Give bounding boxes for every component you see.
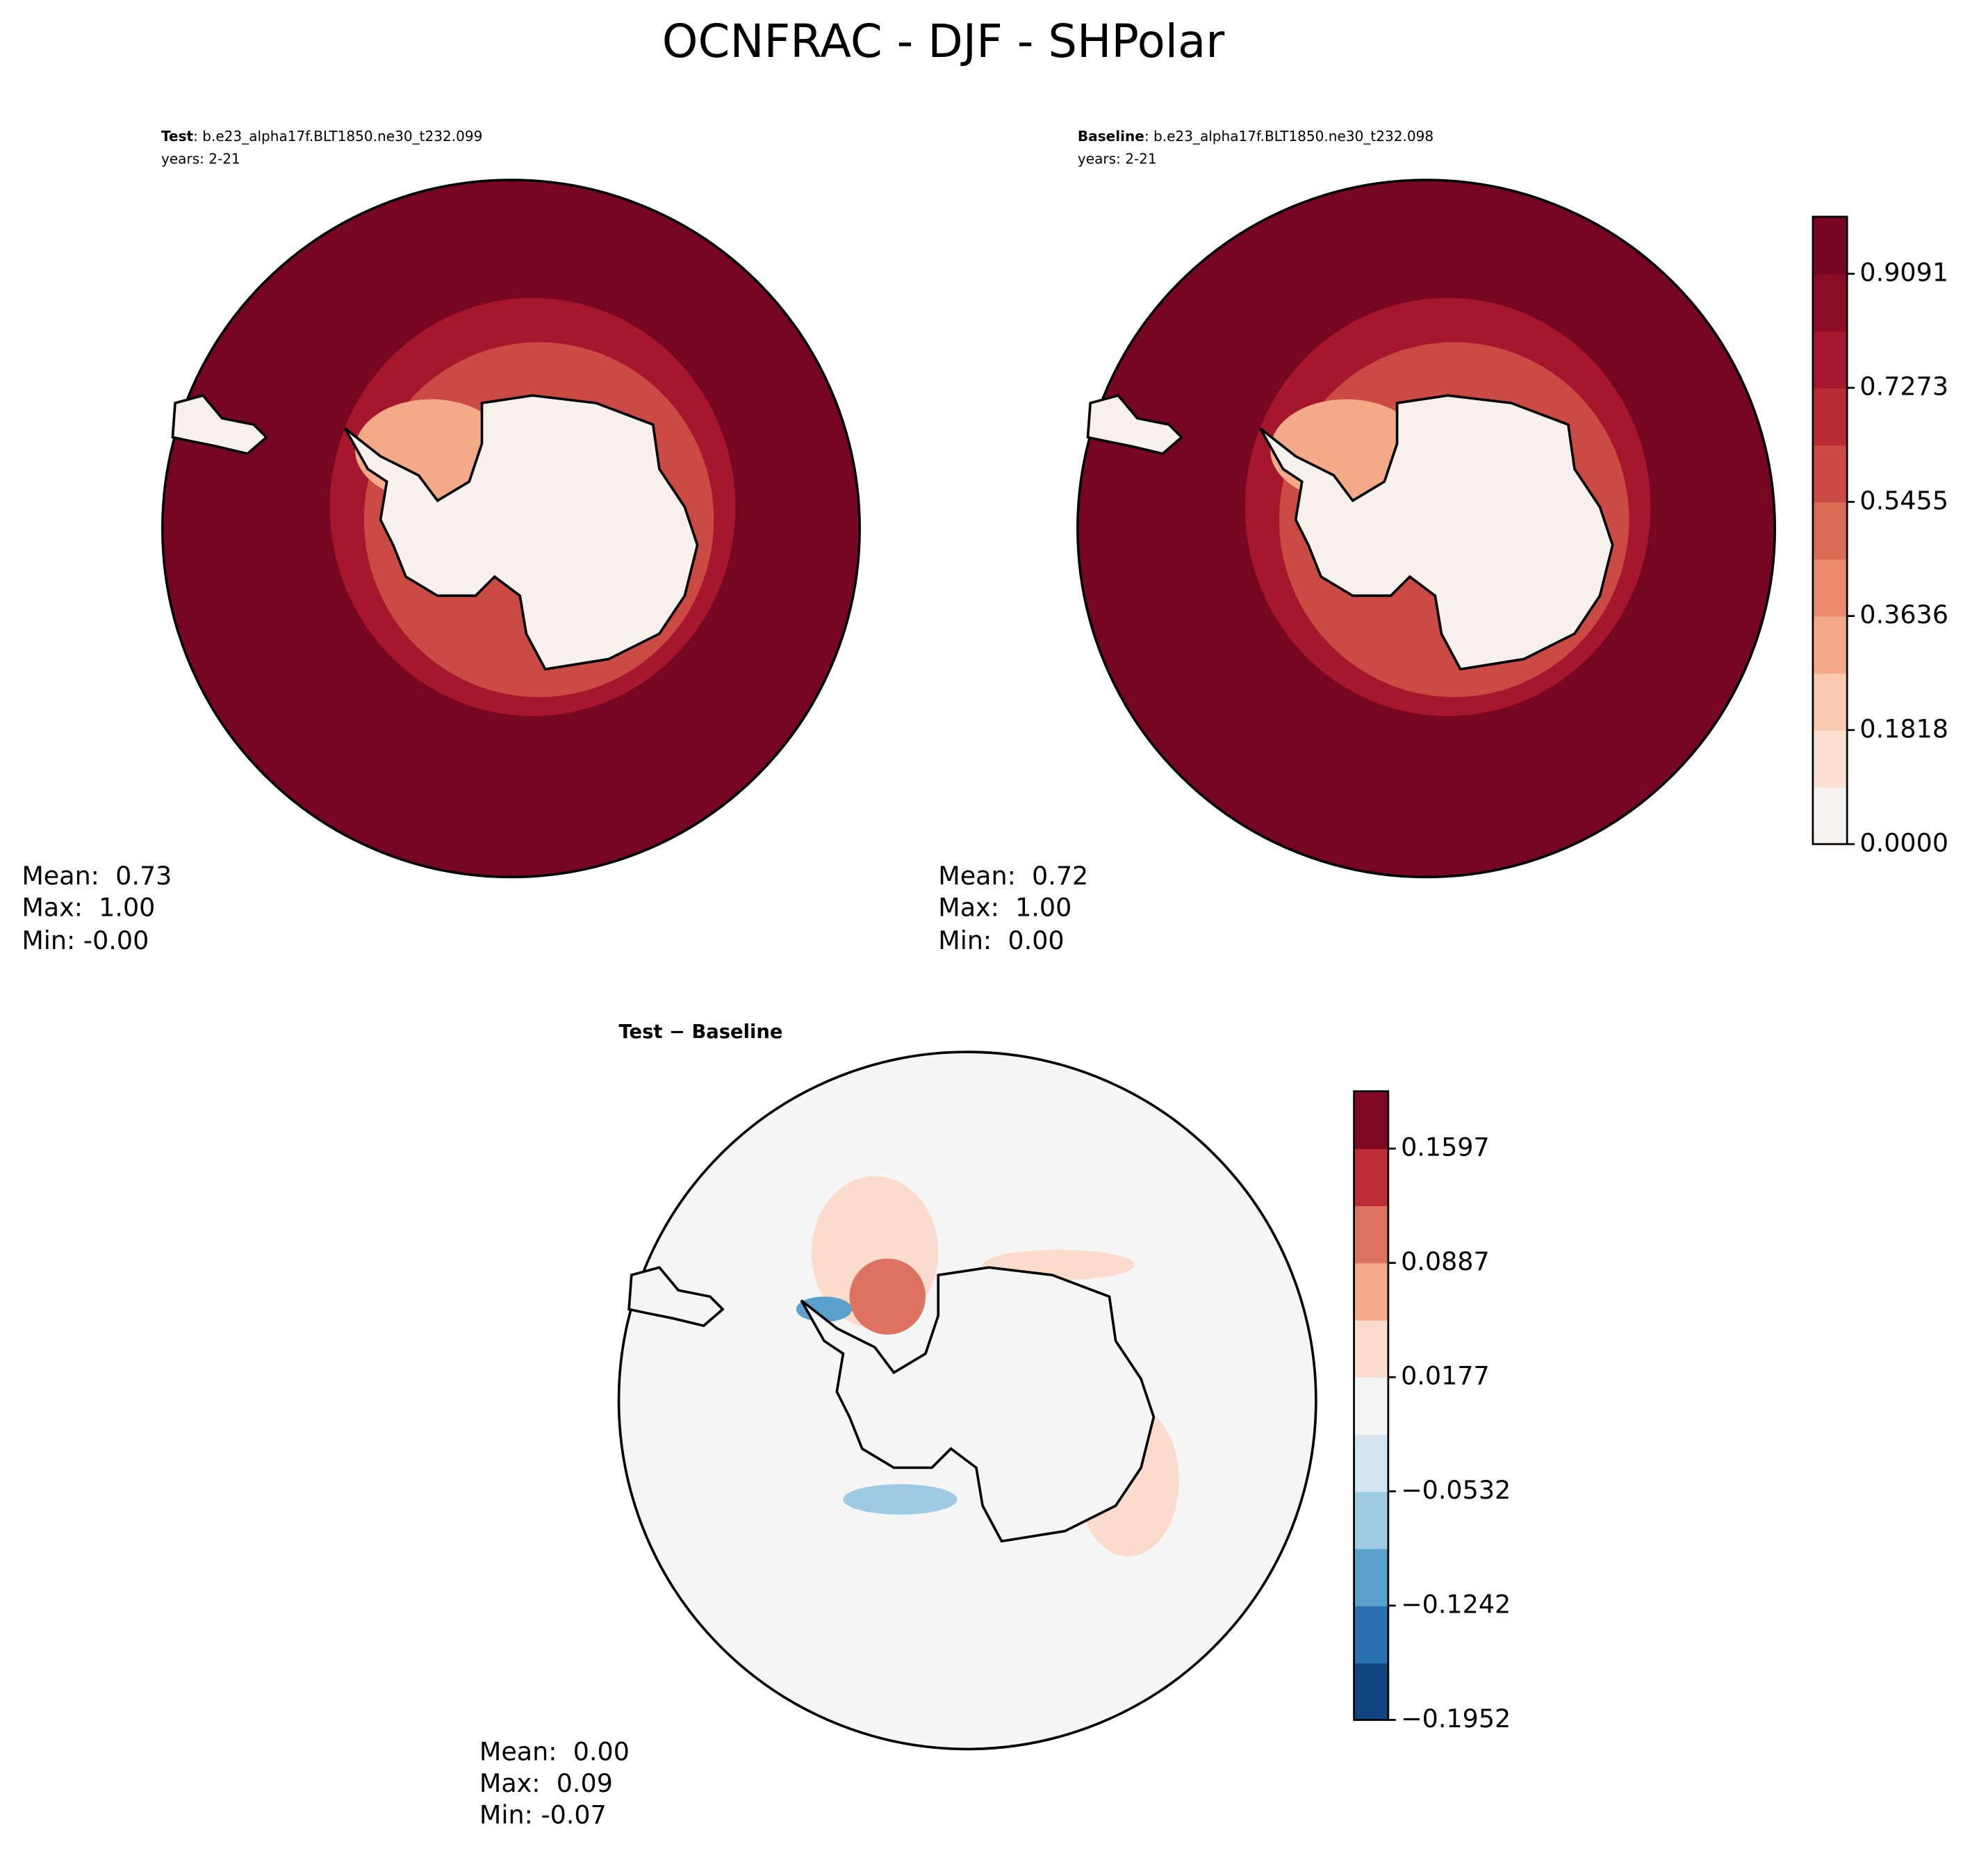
stat: Min: -0.00	[22, 925, 149, 955]
stat: Max: 1.00	[22, 892, 155, 922]
colorbar-band	[1354, 1491, 1388, 1549]
colorbar-band	[1812, 559, 1848, 617]
colorbar-tick-label: 0.7273	[1859, 372, 1948, 402]
case-name: : b.e23_alpha17f.BLT1850.ne30_t232.098	[1144, 128, 1434, 145]
colorbar-band	[1812, 502, 1848, 560]
panel-subtitle: Baseline: b.e23_alpha17f.BLT1850.ne30_t2…	[1078, 128, 1434, 145]
colorbar-band	[1354, 1148, 1388, 1207]
colorbar-band	[1354, 1262, 1388, 1321]
stat: Max: 1.00	[938, 892, 1071, 922]
colorbar-band	[1354, 1663, 1388, 1721]
colorbar-band	[1354, 1205, 1388, 1264]
panel-label: Test	[161, 128, 194, 145]
case-name: : b.e23_alpha17f.BLT1850.ne30_t232.099	[193, 128, 482, 145]
colorbar-tick-label: −0.1242	[1401, 1589, 1511, 1619]
colorbar-band	[1354, 1605, 1388, 1664]
years: years: 2-21	[161, 150, 240, 167]
map-test	[161, 179, 861, 879]
stat: Min: -0.07	[479, 1800, 607, 1830]
colorbar-tick-label: −0.0532	[1401, 1475, 1511, 1505]
colorbar-band	[1812, 730, 1848, 788]
colorbar-tick-label: 0.5455	[1859, 486, 1948, 516]
colorbar-tick-label: 0.0000	[1859, 827, 1948, 857]
colorbar-band	[1812, 616, 1848, 674]
colorbar-tick-label: 0.3636	[1859, 600, 1948, 629]
contour	[849, 1258, 926, 1335]
years: years: 2-21	[1078, 150, 1157, 167]
map-baseline	[1076, 179, 1777, 879]
colorbar-band	[1354, 1548, 1388, 1606]
contour	[843, 1484, 958, 1515]
colorbar-tick-label: −0.1952	[1401, 1704, 1511, 1733]
stat: Max: 0.09	[479, 1768, 613, 1798]
colorbar-band	[1812, 388, 1848, 446]
colorbar-frame	[1812, 215, 1848, 846]
colorbar-tick-label: 0.1818	[1859, 714, 1948, 743]
stat: Mean: 0.72	[938, 861, 1088, 891]
colorbar-band	[1354, 1091, 1388, 1149]
colorbar-band	[1812, 445, 1848, 503]
colorbar-band	[1354, 1319, 1388, 1378]
map-difference	[617, 1051, 1317, 1751]
panel-subtitle: Test: b.e23_alpha17f.BLT1850.ne30_t232.0…	[161, 128, 482, 145]
colorbar-tick-label: 0.0177	[1401, 1361, 1490, 1391]
colorbar-band	[1812, 787, 1848, 845]
colorbar-band	[1812, 274, 1848, 332]
panel-label: Test − Baseline	[619, 1021, 783, 1043]
panel-label: Baseline	[1078, 128, 1144, 145]
colorbar-frame	[1353, 1090, 1390, 1721]
stat: Mean: 0.73	[22, 861, 172, 891]
colorbar-band	[1354, 1434, 1388, 1492]
colorbar-band	[1354, 1376, 1388, 1435]
figure-title: OCNFRAC - DJF - SHPolar	[662, 15, 1224, 68]
stat: Min: 0.00	[938, 925, 1064, 955]
colorbar-band	[1812, 331, 1848, 389]
colorbar-tick-label: 0.0887	[1401, 1246, 1490, 1276]
stat: Mean: 0.00	[479, 1736, 630, 1766]
colorbar-tick-label: 0.1597	[1401, 1133, 1490, 1162]
colorbar-tick-label: 0.9091	[1859, 258, 1948, 288]
colorbar-band	[1812, 673, 1848, 731]
colorbar-band	[1812, 216, 1848, 274]
